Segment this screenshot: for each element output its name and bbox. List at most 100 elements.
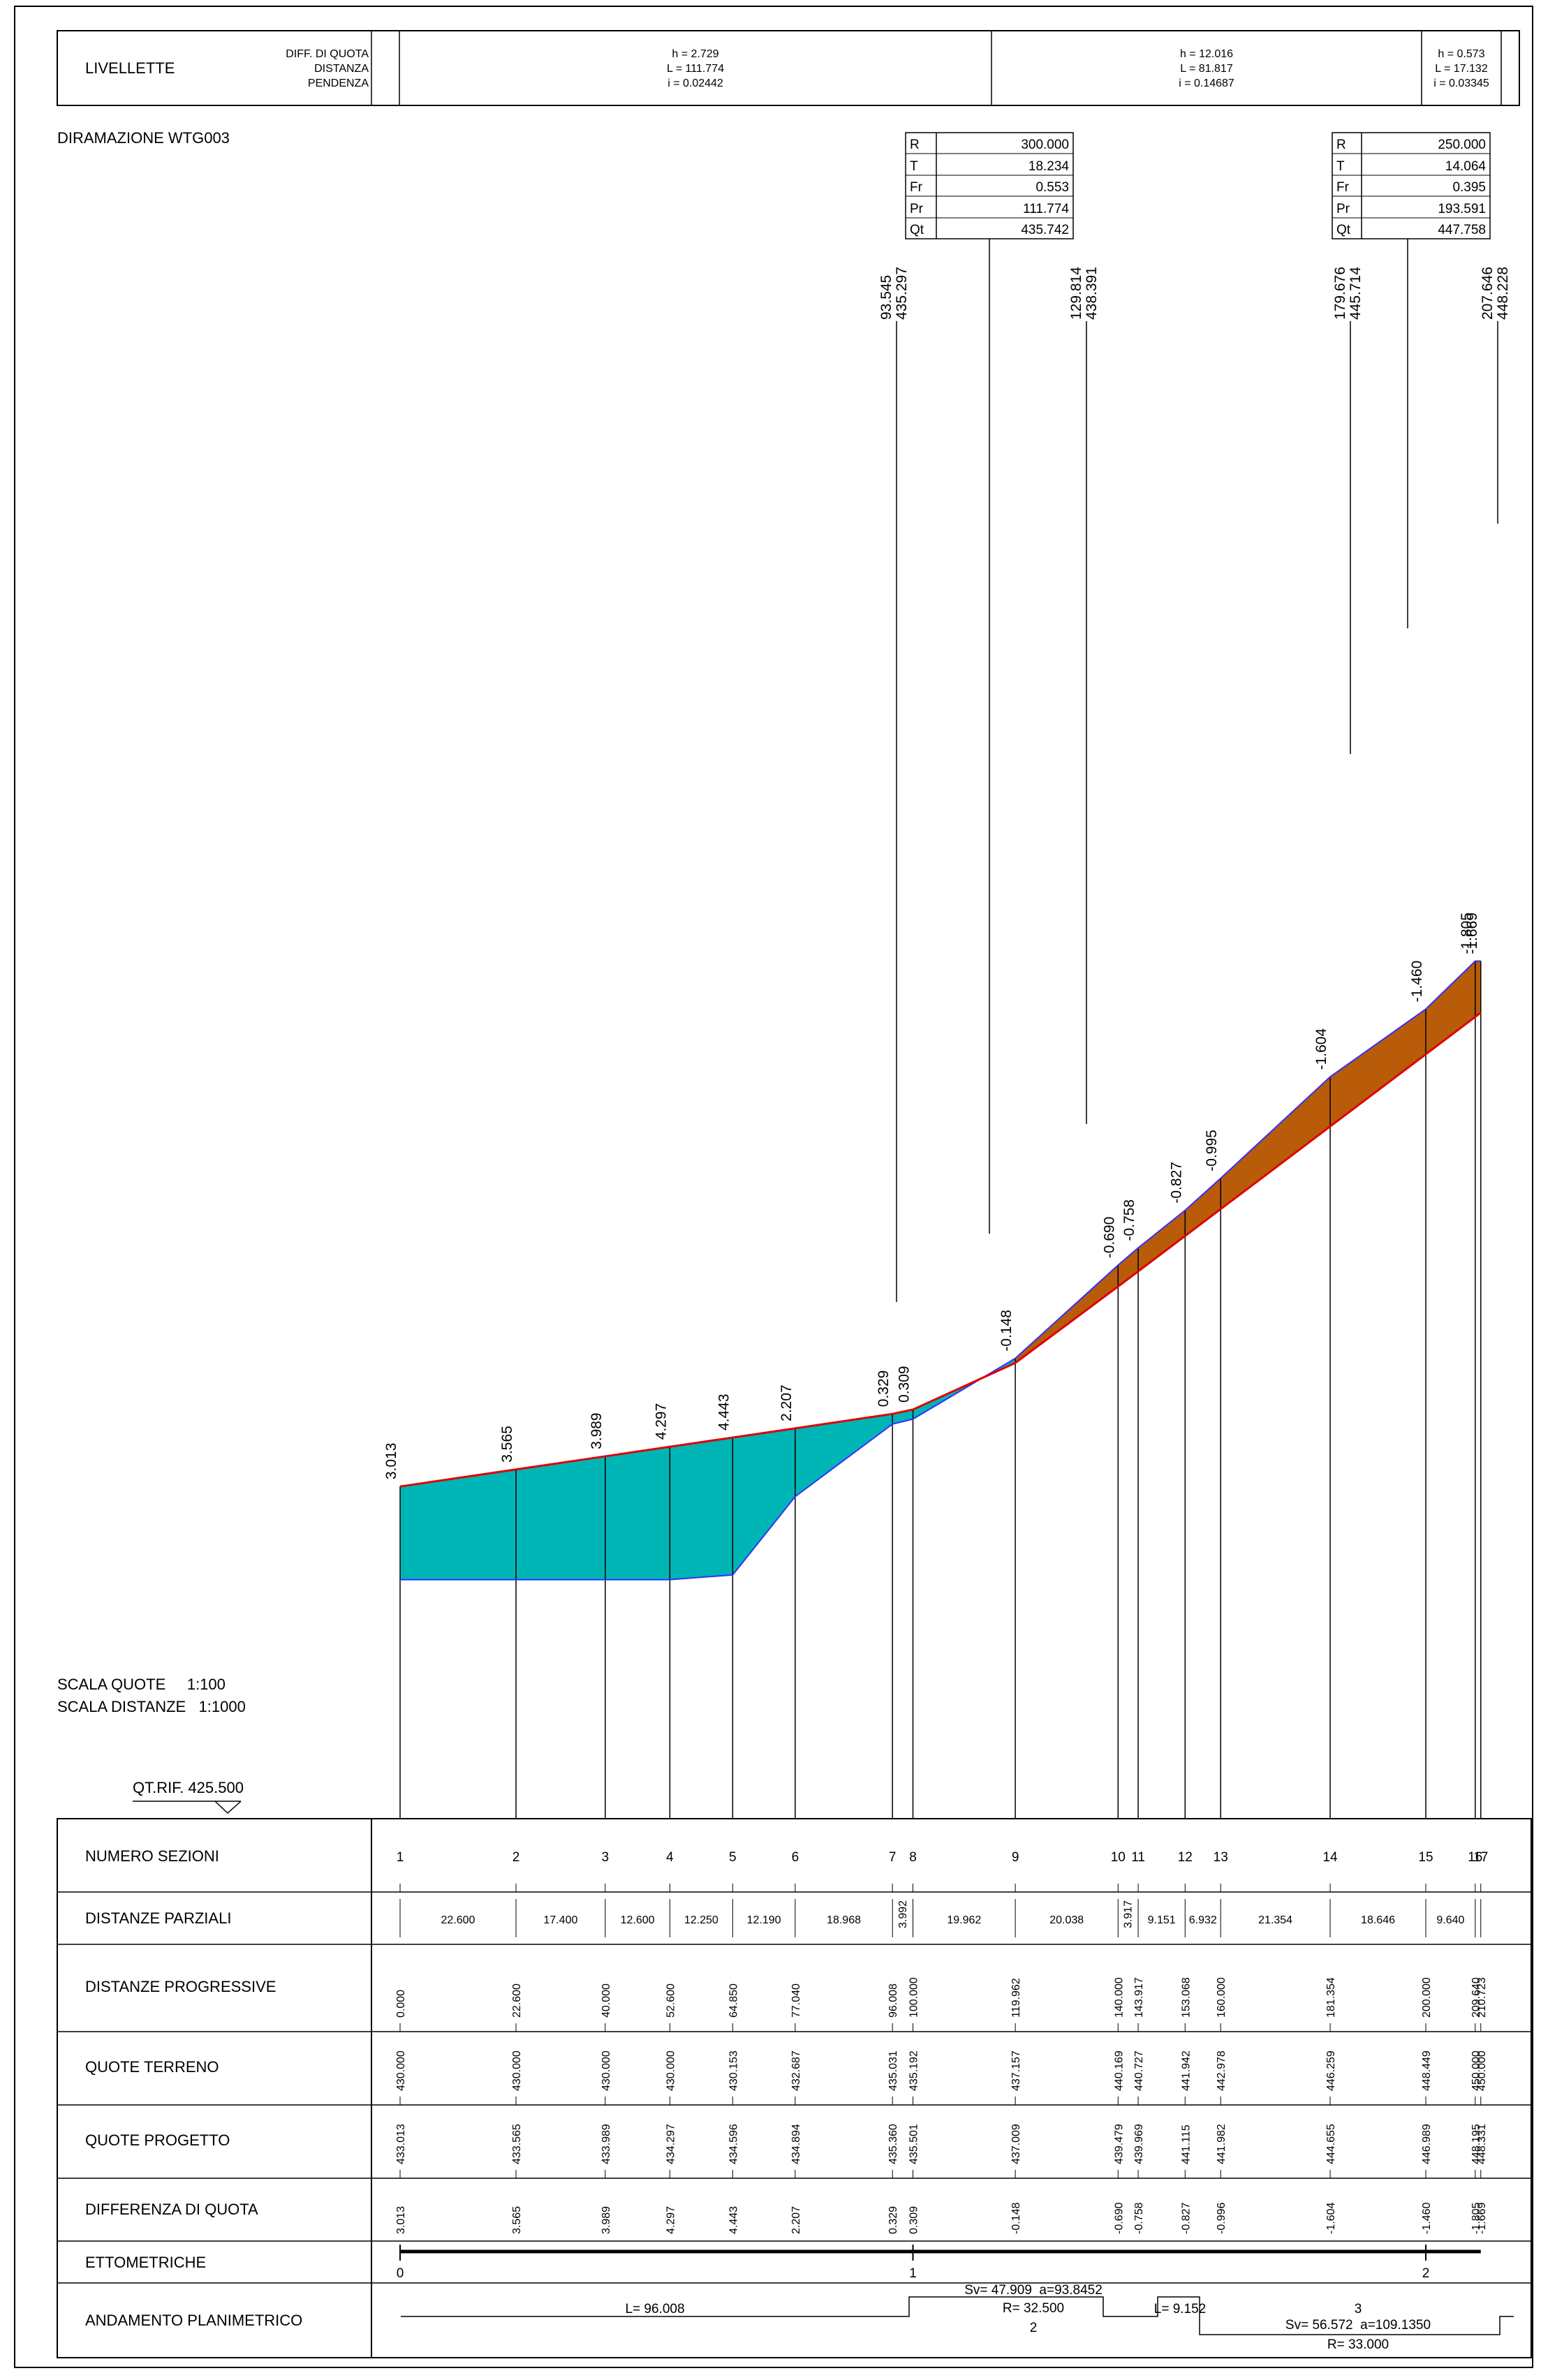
row-label-ettometriche: ETTOMETRICHE bbox=[85, 2254, 206, 2271]
profile-diff-label-1: 3.013 bbox=[383, 1443, 399, 1480]
partial-2: 17.400 bbox=[543, 1914, 577, 1926]
fill-area-16 bbox=[1475, 961, 1482, 1018]
vc1-key-t: T bbox=[910, 159, 918, 174]
terrain-elev-2: 430.000 bbox=[511, 2050, 523, 2091]
design-elev-11: 439.969 bbox=[1133, 2124, 1145, 2164]
vc1-val-fr: 0.553 bbox=[1035, 180, 1069, 195]
progressive-13: 160.000 bbox=[1216, 1977, 1227, 2018]
design-elev-9: 437.009 bbox=[1010, 2124, 1022, 2164]
pvi-3-elevation: 445.714 bbox=[1348, 267, 1364, 320]
design-elev-1: 433.013 bbox=[395, 2124, 407, 2164]
terrain-elev-13: 442.978 bbox=[1216, 2050, 1227, 2091]
design-elev-3: 433.989 bbox=[600, 2124, 612, 2164]
plan-curve-2-radius: R= 32.500 bbox=[1003, 2301, 1064, 2316]
fill-area-13 bbox=[1220, 1076, 1331, 1210]
vc2-key-r: R bbox=[1336, 138, 1346, 152]
section-number-10: 10 bbox=[1111, 1850, 1126, 1865]
design-elev-17: 448.331 bbox=[1476, 2124, 1488, 2164]
design-elev-16: 448.195 bbox=[1470, 2124, 1482, 2164]
vertical-curve-table-2: R 250.000 T 14.064 Fr 0.395 Pr 193.591 Q… bbox=[1332, 132, 1491, 239]
profile-diff-label-8: 0.309 bbox=[897, 1366, 913, 1403]
plan-curve-2-number: 2 bbox=[1030, 2321, 1038, 2335]
terrain-elev-11: 440.727 bbox=[1133, 2050, 1145, 2091]
vc2-key-qt: Qt bbox=[1336, 223, 1351, 237]
vc1-key-qt: Qt bbox=[910, 223, 924, 237]
terrain-elev-17: 450.000 bbox=[1476, 2050, 1488, 2091]
reference-marker bbox=[133, 1801, 242, 1814]
progressive-6: 77.040 bbox=[790, 1983, 802, 2018]
grade-3-h: h = 0.573 bbox=[1438, 48, 1484, 60]
diff-12: -0.827 bbox=[1180, 2203, 1192, 2234]
row-label-differenza-quota: DIFFERENZA DI QUOTA bbox=[85, 2201, 258, 2218]
vc2-val-r: 250.000 bbox=[1438, 138, 1486, 152]
vc1-val-t: 18.234 bbox=[1028, 159, 1070, 174]
scale-heights: SCALA QUOTE 1:100 bbox=[57, 1676, 226, 1693]
terrain-elev-14: 446.259 bbox=[1325, 2050, 1337, 2091]
fill-area-5 bbox=[732, 1428, 796, 1576]
pvi-2-distance: 129.814 bbox=[1068, 267, 1084, 320]
fill-area-14 bbox=[1329, 1008, 1426, 1128]
progressive-11: 143.917 bbox=[1133, 1977, 1145, 2018]
terrain-elev-1: 430.000 bbox=[395, 2050, 407, 2091]
design-elev-10: 439.479 bbox=[1113, 2124, 1125, 2164]
partial-7: 3.992 bbox=[897, 1900, 909, 1928]
vc2-val-t: 14.064 bbox=[1445, 159, 1487, 174]
design-line bbox=[399, 1012, 1482, 1488]
scale-distances: SCALA DISTANZE 1:1000 bbox=[57, 1698, 246, 1715]
fill-area-3 bbox=[605, 1446, 670, 1581]
grade-2-l: L = 81.817 bbox=[1180, 63, 1233, 75]
vc1-val-pr: 111.774 bbox=[1023, 202, 1069, 216]
terrain-elev-6: 432.687 bbox=[790, 2050, 802, 2091]
grade-sublabel-slope: PENDENZA bbox=[308, 77, 369, 89]
diff-6: 2.207 bbox=[790, 2206, 802, 2234]
progressive-7: 96.008 bbox=[887, 1983, 899, 2018]
terrain-elev-4: 430.000 bbox=[665, 2050, 677, 2091]
partial-11: 9.151 bbox=[1148, 1914, 1176, 1926]
grade-1-l: L = 111.774 bbox=[667, 63, 724, 75]
partial-10: 3.917 bbox=[1123, 1900, 1135, 1928]
hectometric-label-1: 1 bbox=[909, 2266, 917, 2281]
section-number-4: 4 bbox=[666, 1850, 674, 1865]
design-elev-8: 435.501 bbox=[908, 2124, 920, 2164]
section-number-15: 15 bbox=[1418, 1850, 1433, 1865]
partial-8: 19.962 bbox=[947, 1914, 981, 1926]
diff-15: -1.460 bbox=[1421, 2203, 1433, 2234]
row-label-distanze-progressive: DISTANZE PROGRESSIVE bbox=[85, 1978, 276, 1995]
diff-4: 4.297 bbox=[665, 2206, 677, 2234]
section-number-13: 13 bbox=[1214, 1850, 1228, 1865]
profile-diff-label-4: 4.297 bbox=[653, 1403, 669, 1440]
terrain-line bbox=[400, 960, 1481, 1581]
plan-curve-3-radius: R= 33.000 bbox=[1327, 2337, 1389, 2352]
vc1-key-fr: Fr bbox=[910, 180, 923, 195]
vc2-val-qt: 447.758 bbox=[1438, 223, 1486, 237]
grade-sublabel-diff: DIFF. DI QUOTA bbox=[286, 48, 369, 60]
profile-diff-label-7: 0.329 bbox=[876, 1370, 892, 1407]
diff-1: 3.013 bbox=[395, 2206, 407, 2234]
design-elev-6: 434.894 bbox=[790, 2124, 802, 2164]
pvi-markers: 93.545 435.297 129.814 438.391 179.676 4… bbox=[878, 267, 1511, 1302]
diff-3: 3.989 bbox=[600, 2206, 612, 2234]
terrain-elev-16: 450.000 bbox=[1470, 2050, 1482, 2091]
grade-1-h: h = 2.729 bbox=[672, 48, 718, 60]
progressive-5: 64.850 bbox=[728, 1983, 739, 2018]
grade-2-i: i = 0.14687 bbox=[1179, 77, 1234, 89]
profile-diff-label-11: -0.758 bbox=[1121, 1199, 1137, 1241]
plan-curve-3-number: 3 bbox=[1355, 2302, 1362, 2316]
planimetric-alignment: L= 96.008 Sv= 47.909 a=93.8452 R= 32.500… bbox=[401, 2283, 1514, 2352]
profile-drawing: 3.013 3.565 3.989 4.297 4.443 2.207 0.329 0.309… bbox=[383, 912, 1482, 1819]
section-number-5: 5 bbox=[729, 1850, 737, 1865]
partial-3: 12.600 bbox=[621, 1914, 655, 1926]
progressive-4: 52.600 bbox=[665, 1983, 677, 2018]
row-label-andamento-planimetrico: ANDAMENTO PLANIMETRICO bbox=[85, 2312, 302, 2329]
grade-title-block: LIVELLETTE DIFF. DI QUOTA DISTANZA PENDE… bbox=[57, 30, 1520, 106]
fill-area-1 bbox=[399, 1469, 517, 1581]
fill-area-15 bbox=[1425, 960, 1476, 1056]
pvi-3-distance: 179.676 bbox=[1332, 267, 1348, 320]
profile-diff-label-17: -1.669 bbox=[1464, 912, 1480, 954]
section-number-14: 14 bbox=[1322, 1850, 1338, 1865]
profile-diff-label-15: -1.460 bbox=[1409, 961, 1425, 1003]
vc1-key-r: R bbox=[910, 138, 920, 152]
fill-area-10 bbox=[1117, 1247, 1139, 1287]
progressive-14: 181.354 bbox=[1325, 1977, 1337, 2018]
diff-13: -0.996 bbox=[1216, 2203, 1227, 2234]
